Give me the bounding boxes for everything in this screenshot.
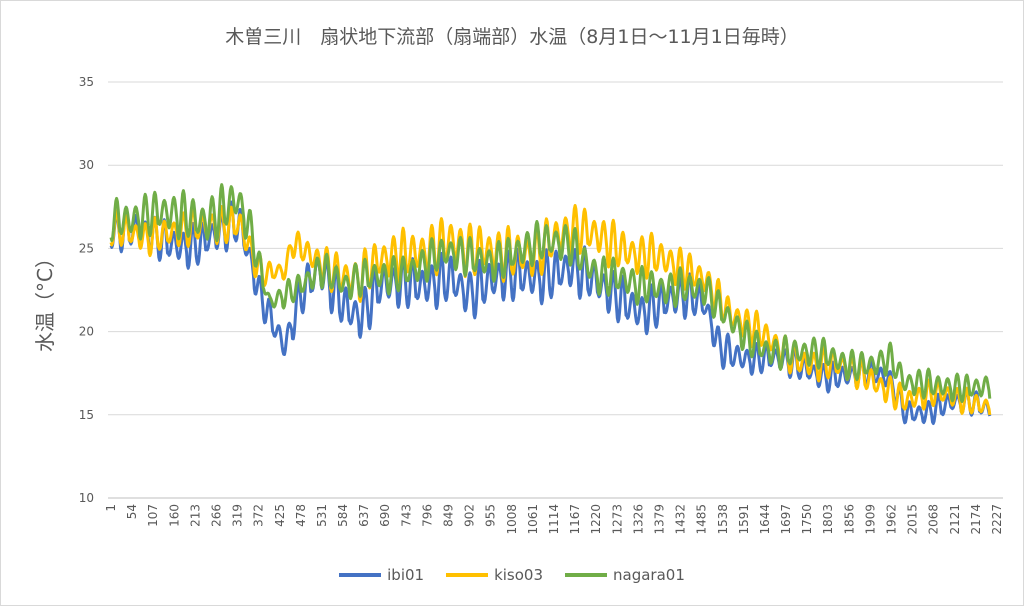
series-line-kiso03: [109, 204, 992, 416]
x-tick-label: 425: [273, 504, 287, 527]
legend-item-kiso03: kiso03: [446, 566, 543, 584]
y-axis-label: 水温（°C）: [33, 248, 57, 352]
legend-swatch: [339, 573, 382, 577]
legend-item-ibi01: ibi01: [339, 566, 424, 584]
x-tick-label: 1061: [526, 504, 540, 535]
x-tick-label: 1114: [547, 504, 561, 535]
x-tick-label: 1: [104, 504, 118, 512]
x-tick-label: 1856: [842, 504, 856, 535]
x-tick-label: 796: [420, 504, 434, 527]
x-tick-label: 2174: [969, 504, 983, 535]
x-tick-label: 478: [294, 504, 308, 527]
x-tick-label: 1167: [568, 504, 582, 535]
x-tick-label: 1697: [779, 504, 793, 535]
x-tick-label: 584: [336, 504, 350, 527]
x-tick-label: 849: [442, 504, 456, 527]
series-line-ibi01: [109, 200, 992, 425]
x-tick-label: 690: [378, 504, 392, 527]
x-tick-label: 107: [146, 504, 160, 527]
x-tick-label: 902: [463, 504, 477, 527]
x-tick-label: 1008: [505, 504, 519, 535]
x-tick-label: 637: [357, 504, 371, 527]
x-tick-label: 2121: [948, 504, 962, 535]
legend-swatch: [446, 573, 489, 577]
x-tick-label: 955: [484, 504, 498, 527]
legend-swatch: [565, 573, 608, 577]
x-tick-label: 160: [167, 504, 181, 527]
legend-label: ibi01: [387, 566, 425, 584]
x-tick-label: 743: [399, 504, 413, 527]
x-tick-label: 213: [188, 504, 202, 527]
x-tick-label: 1432: [674, 504, 688, 535]
x-tick-label: 1962: [885, 504, 899, 535]
y-tick-label: 30: [79, 158, 94, 172]
y-tick-label: 10: [79, 491, 94, 505]
x-tick-label: 1644: [758, 504, 772, 535]
x-tick-label: 531: [315, 504, 329, 527]
x-tick-label: 1379: [652, 504, 666, 535]
legend-label: nagara01: [613, 566, 685, 584]
x-tick-label: 1273: [610, 504, 624, 535]
x-tick-label: 1803: [821, 504, 835, 535]
x-tick-label: 319: [231, 504, 245, 527]
x-tick-label: 372: [252, 504, 266, 527]
x-tick-label: 54: [125, 504, 139, 519]
x-tick-label: 1909: [863, 504, 877, 535]
y-tick-label: 35: [79, 75, 94, 89]
legend-label: kiso03: [494, 566, 544, 584]
x-tick-label: 1326: [631, 504, 645, 535]
x-tick-label: 1591: [737, 504, 751, 535]
x-tick-label: 1538: [716, 504, 730, 535]
x-tick-label: 266: [209, 504, 223, 527]
legend-item-nagara01: nagara01: [565, 566, 685, 584]
x-tick-label: 2227: [990, 504, 1004, 535]
y-tick-label: 25: [79, 241, 94, 255]
chart-title: 木曽三川 扇状地下流部（扇端部）水温（8月1日～11月1日毎時）: [225, 26, 799, 48]
x-tick-label: 1220: [589, 504, 603, 535]
x-tick-label: 1750: [800, 504, 814, 535]
x-tick-label: 1485: [695, 504, 709, 535]
series-line-nagara01: [109, 183, 992, 403]
y-tick-label: 20: [79, 325, 94, 339]
y-tick-label: 15: [79, 408, 94, 422]
x-tick-label: 2015: [906, 504, 920, 535]
legend: ibi01 kiso03 nagara01: [0, 566, 1024, 584]
x-tick-label: 2068: [927, 504, 941, 535]
